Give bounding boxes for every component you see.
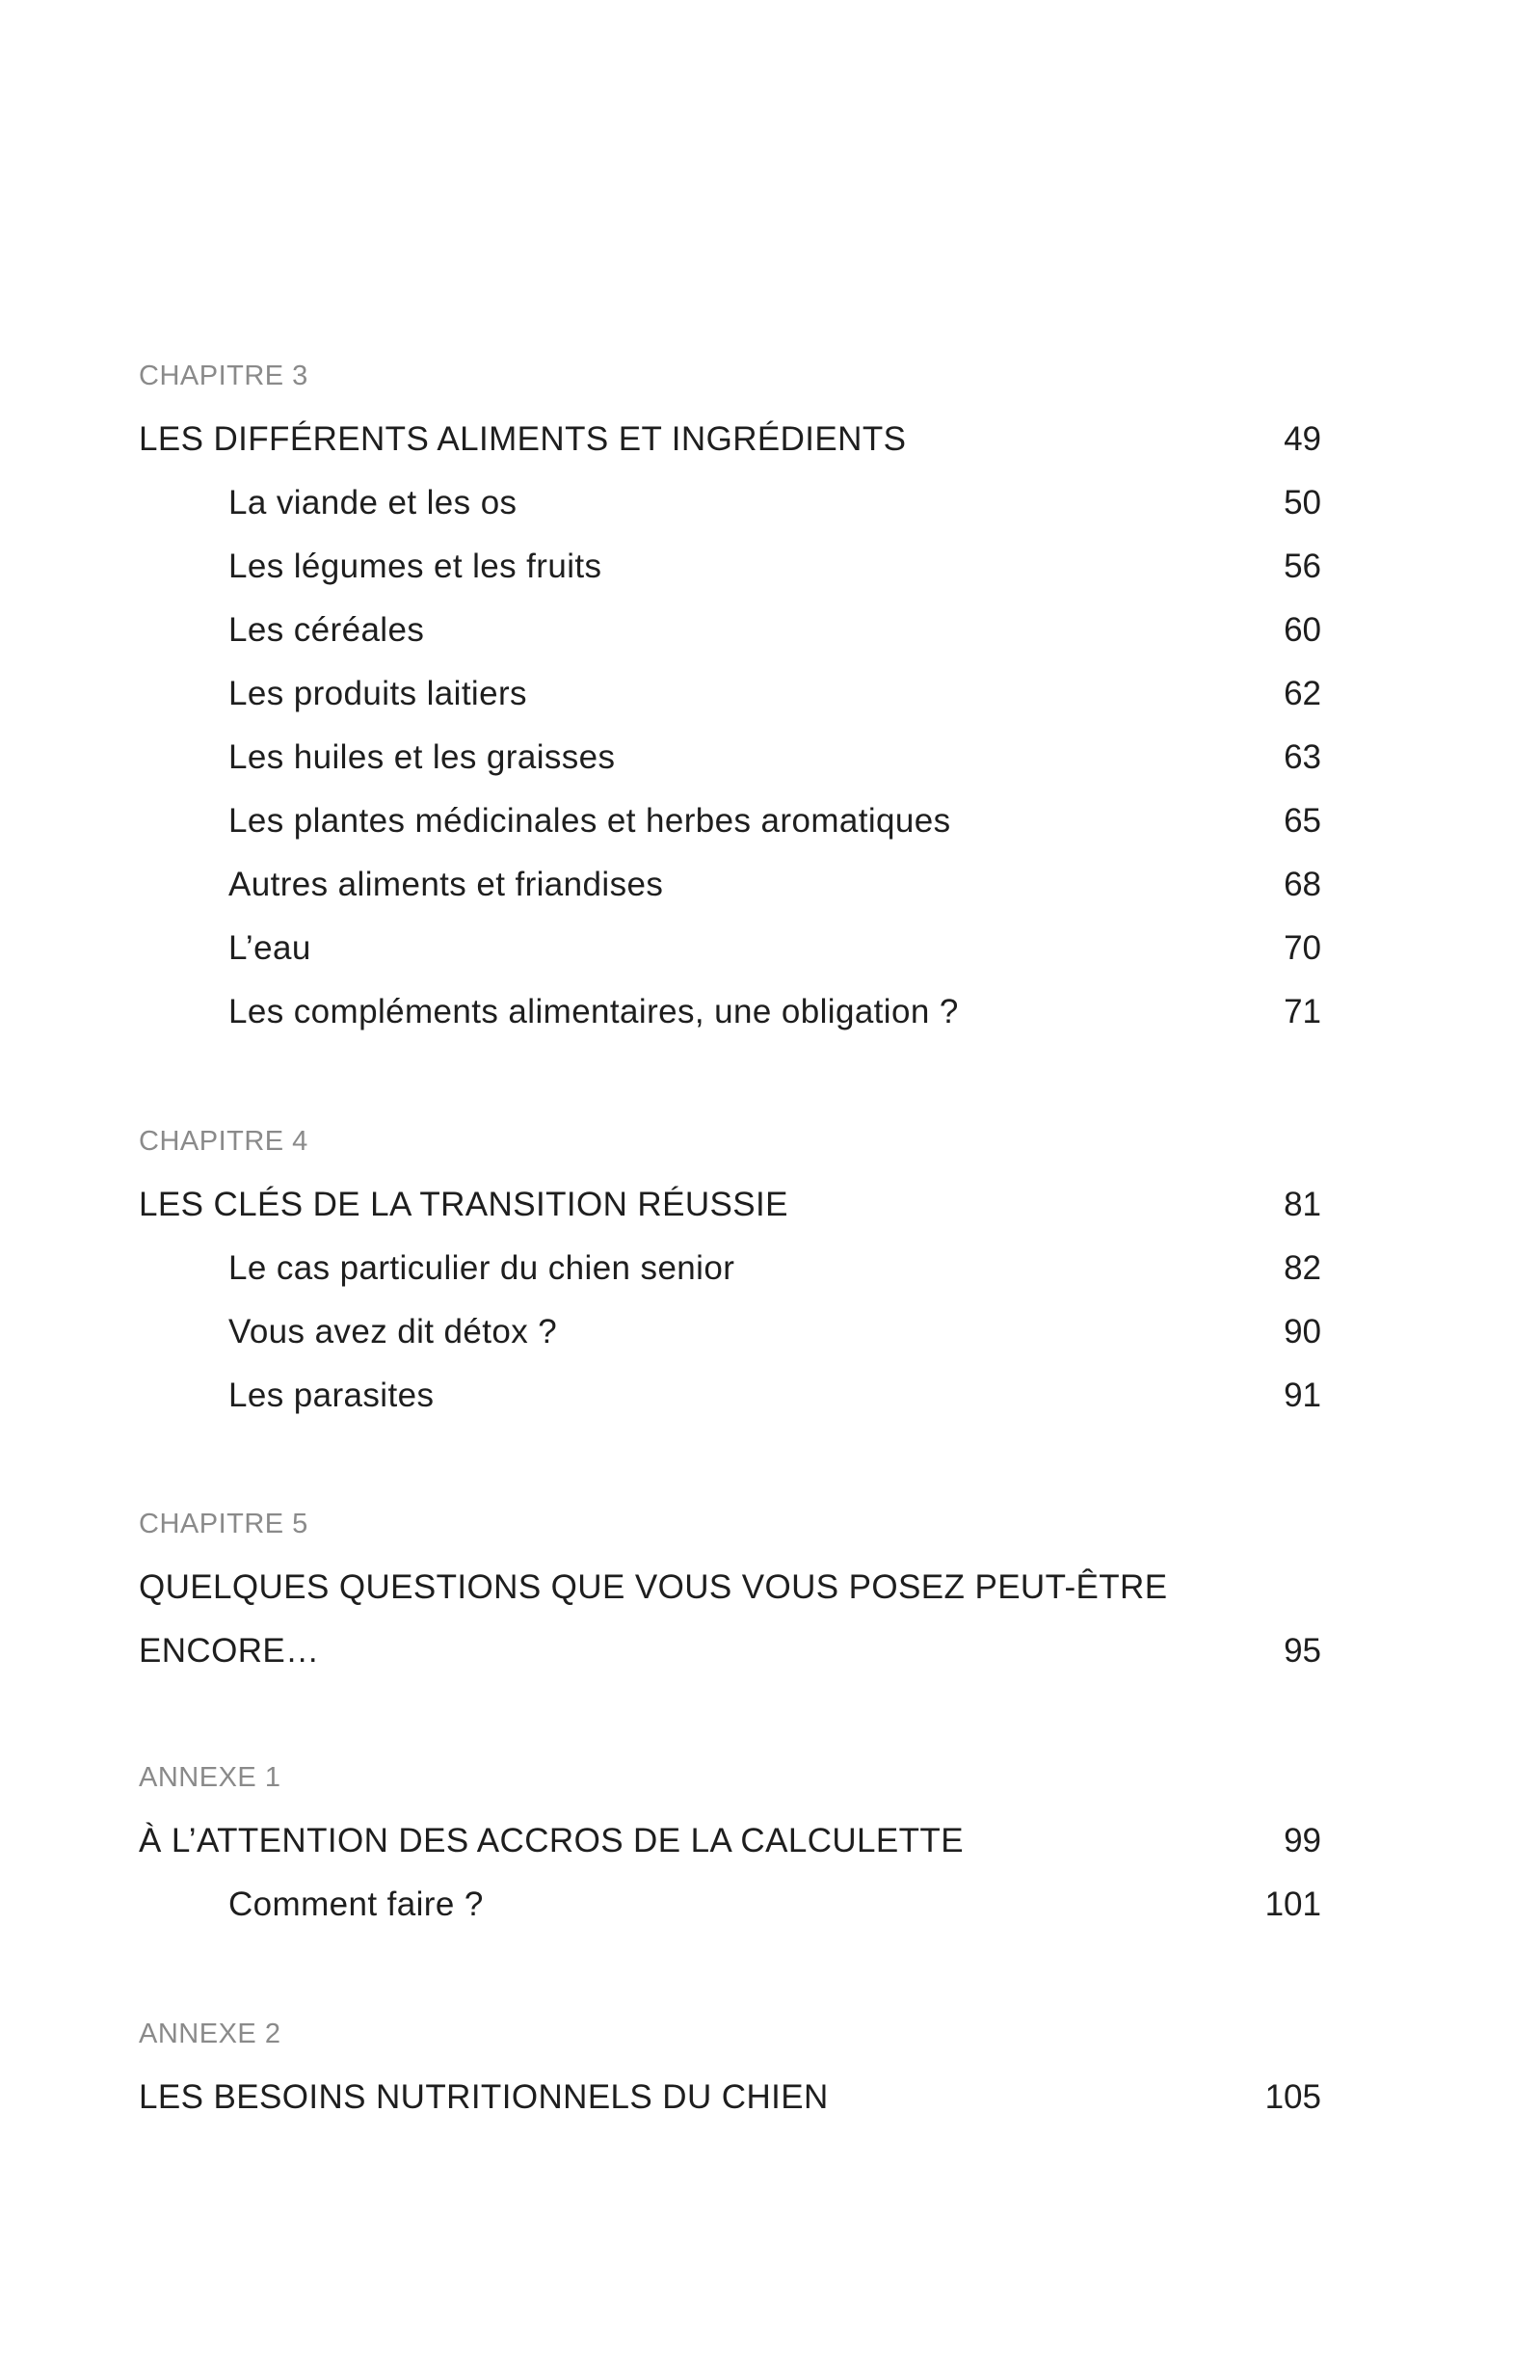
toc-entry-row: Les plantes médicinales et herbes aromat…: [0, 797, 1540, 845]
section-label: CHAPITRE 5: [139, 1509, 308, 1539]
toc-entry-row: La viande et les os 50: [0, 479, 1540, 527]
section-title-row: LES CLÉS DE LA TRANSITION RÉUSSIE 81: [0, 1181, 1540, 1229]
section-title: À L’ATTENTION DES ACCROS DE LA CALCULETT…: [139, 1822, 964, 1859]
toc-entry: Les huiles et les graisses: [228, 738, 616, 776]
toc-entry-row: Les parasites 91: [0, 1372, 1540, 1420]
toc-entry: Les compléments alimentaires, une obliga…: [228, 993, 959, 1030]
page-number: 95: [1284, 1632, 1321, 1670]
section-title: LES BESOINS NUTRITIONNELS DU CHIEN: [139, 2078, 829, 2116]
page-number: 63: [1284, 738, 1321, 776]
toc-entry: Vous avez dit détox ?: [228, 1313, 558, 1350]
page-number: 71: [1284, 993, 1321, 1030]
section-label-row: CHAPITRE 3: [0, 352, 1540, 400]
section-label: CHAPITRE 3: [139, 361, 308, 391]
section-title: LES DIFFÉRENTS ALIMENTS ET INGRÉDIENTS: [139, 420, 907, 458]
toc-entry: Les légumes et les fruits: [228, 548, 602, 585]
section-title: ENCORE…: [139, 1632, 320, 1670]
page-number: 62: [1284, 675, 1321, 712]
toc-entry-row: Les produits laitiers 62: [0, 670, 1540, 718]
section-title-row: LES DIFFÉRENTS ALIMENTS ET INGRÉDIENTS 49: [0, 415, 1540, 464]
toc-entry: L’eau: [228, 929, 311, 967]
toc-entry-row: Autres aliments et friandises 68: [0, 861, 1540, 909]
toc-entry-row: Les huiles et les graisses 63: [0, 734, 1540, 782]
toc-entry: Les céréales: [228, 611, 425, 649]
toc-entry: Autres aliments et friandises: [228, 866, 664, 903]
section-title-row: QUELQUES QUESTIONS QUE VOUS VOUS POSEZ P…: [0, 1564, 1540, 1612]
toc-entry: Les parasites: [228, 1377, 435, 1414]
page-number: 101: [1264, 1885, 1321, 1923]
page-number: 105: [1264, 2078, 1321, 2116]
toc-entry: Le cas particulier du chien senior: [228, 1249, 735, 1287]
toc-entry: Les plantes médicinales et herbes aromat…: [228, 802, 951, 840]
toc-entry-row: Les céréales 60: [0, 606, 1540, 655]
section-title-row: À L’ATTENTION DES ACCROS DE LA CALCULETT…: [0, 1817, 1540, 1865]
page-number: 90: [1284, 1313, 1321, 1350]
toc-entry: La viande et les os: [228, 484, 518, 521]
section-title-row: ENCORE… 95: [0, 1627, 1540, 1675]
page-number: 81: [1284, 1186, 1321, 1223]
toc-entry-row: L’eau 70: [0, 924, 1540, 973]
section-label: CHAPITRE 4: [139, 1126, 308, 1157]
page-number: 49: [1284, 420, 1321, 458]
page-number: 70: [1284, 929, 1321, 967]
toc-entry-row: Vous avez dit détox ? 90: [0, 1308, 1540, 1356]
toc-entry-row: Les légumes et les fruits 56: [0, 543, 1540, 591]
section-label: ANNEXE 1: [139, 1762, 281, 1793]
section-label-row: ANNEXE 1: [0, 1753, 1540, 1802]
page-number: 68: [1284, 866, 1321, 903]
toc-entry: Comment faire ?: [228, 1885, 484, 1923]
toc-entry-row: Comment faire ? 101: [0, 1881, 1540, 1929]
page-number: 65: [1284, 802, 1321, 840]
section-label-row: CHAPITRE 4: [0, 1117, 1540, 1165]
toc-entry: Les produits laitiers: [228, 675, 527, 712]
section-label: ANNEXE 2: [139, 2019, 281, 2049]
section-title: LES CLÉS DE LA TRANSITION RÉUSSIE: [139, 1186, 788, 1223]
page-number: 82: [1284, 1249, 1321, 1287]
page-number: 50: [1284, 484, 1321, 521]
page-number: 56: [1284, 548, 1321, 585]
section-label-row: ANNEXE 2: [0, 2010, 1540, 2058]
section-title: QUELQUES QUESTIONS QUE VOUS VOUS POSEZ P…: [139, 1568, 1168, 1606]
page-number: 91: [1284, 1377, 1321, 1414]
toc-entry-row: Le cas particulier du chien senior 82: [0, 1244, 1540, 1293]
toc-entry-row: Les compléments alimentaires, une obliga…: [0, 988, 1540, 1036]
page-number: 60: [1284, 611, 1321, 649]
section-label-row: CHAPITRE 5: [0, 1500, 1540, 1548]
page-number: 99: [1284, 1822, 1321, 1859]
section-title-row: LES BESOINS NUTRITIONNELS DU CHIEN 105: [0, 2073, 1540, 2122]
